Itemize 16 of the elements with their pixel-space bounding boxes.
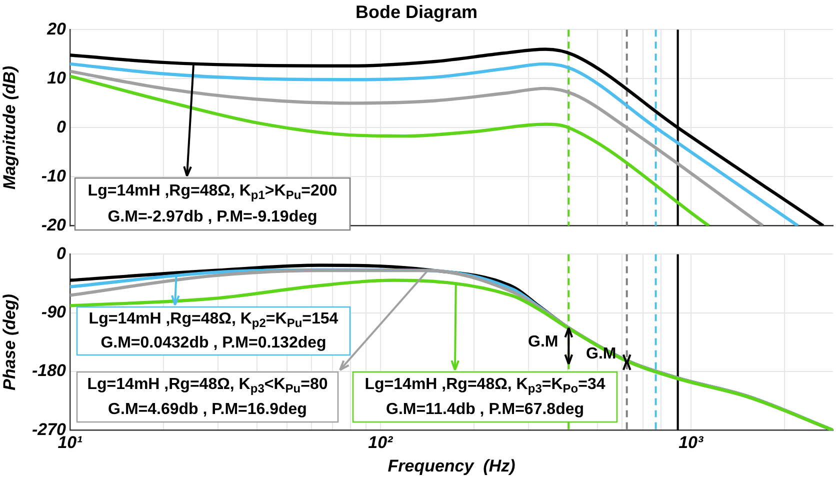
x-tick-label: 10² — [368, 433, 394, 452]
y-tick-label: -10 — [41, 166, 67, 186]
y-axis-title: Magnitude (dB) — [0, 66, 19, 190]
y-tick-label: 20 — [46, 19, 67, 38]
chart-title: Bode Diagram — [355, 2, 478, 22]
y-axis-title: Phase (deg) — [0, 294, 19, 390]
y-tick-label: 10 — [47, 68, 67, 88]
annotation: G.M — [528, 333, 558, 350]
y-tick-label: 0 — [56, 117, 67, 136]
annotation: G.M — [586, 345, 616, 362]
y-tick-label: 0 — [56, 244, 67, 263]
x-tick-label: 10³ — [678, 433, 704, 452]
x-axis-title: Frequency (Hz) — [388, 456, 516, 476]
y-tick-label: -20 — [41, 215, 67, 234]
y-tick-label: -90 — [41, 302, 67, 322]
y-tick-label: -180 — [32, 361, 67, 380]
